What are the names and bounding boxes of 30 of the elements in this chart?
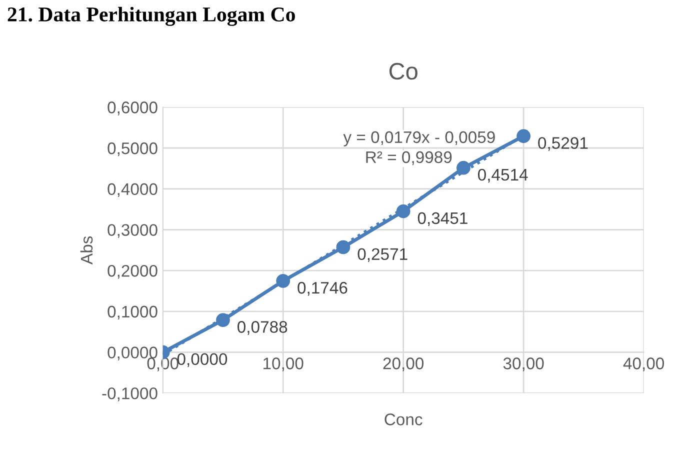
x-tick-label: 30,00: [503, 358, 544, 372]
point: [396, 204, 410, 218]
y-tick-label: 0,1000: [108, 306, 158, 320]
y-tick-label: 0,6000: [108, 102, 158, 116]
data-label: 0,3451: [418, 212, 468, 226]
point: [276, 274, 290, 288]
point: [336, 240, 350, 254]
y-tick-label: 0,2000: [108, 264, 158, 279]
annotation: R² = 0,9989: [366, 151, 452, 166]
y-tick-label: 0,5000: [108, 142, 158, 156]
data-label: 0,0000: [177, 353, 228, 368]
text: 21. Data Perhitungan Logam Co: [8, 6, 295, 26]
point: [516, 129, 531, 144]
data-label: 0,0788: [238, 321, 288, 335]
chart-title: Co: [389, 62, 418, 80]
y-tick-label: 0,3000: [108, 224, 158, 238]
data-label: 0,5291: [538, 137, 588, 151]
point: [216, 313, 230, 327]
data-label: 0,2571: [358, 248, 408, 262]
data-label: 0,1746: [298, 282, 348, 296]
y-tick-label: 0,4000: [108, 183, 158, 198]
y-axis-title: Abs: [80, 236, 93, 264]
data-label: 0,4514: [478, 168, 528, 183]
x-tick-label: 10,00: [264, 358, 304, 372]
y-tick-label: -0,1000: [102, 387, 158, 402]
x-tick-label: 40,00: [623, 358, 664, 372]
point: [456, 160, 470, 175]
x-tick-label: 20,00: [383, 358, 424, 372]
annotation: y = 0,0179x - 0,0059: [343, 131, 495, 146]
x-axis-title: Conc: [384, 414, 422, 426]
